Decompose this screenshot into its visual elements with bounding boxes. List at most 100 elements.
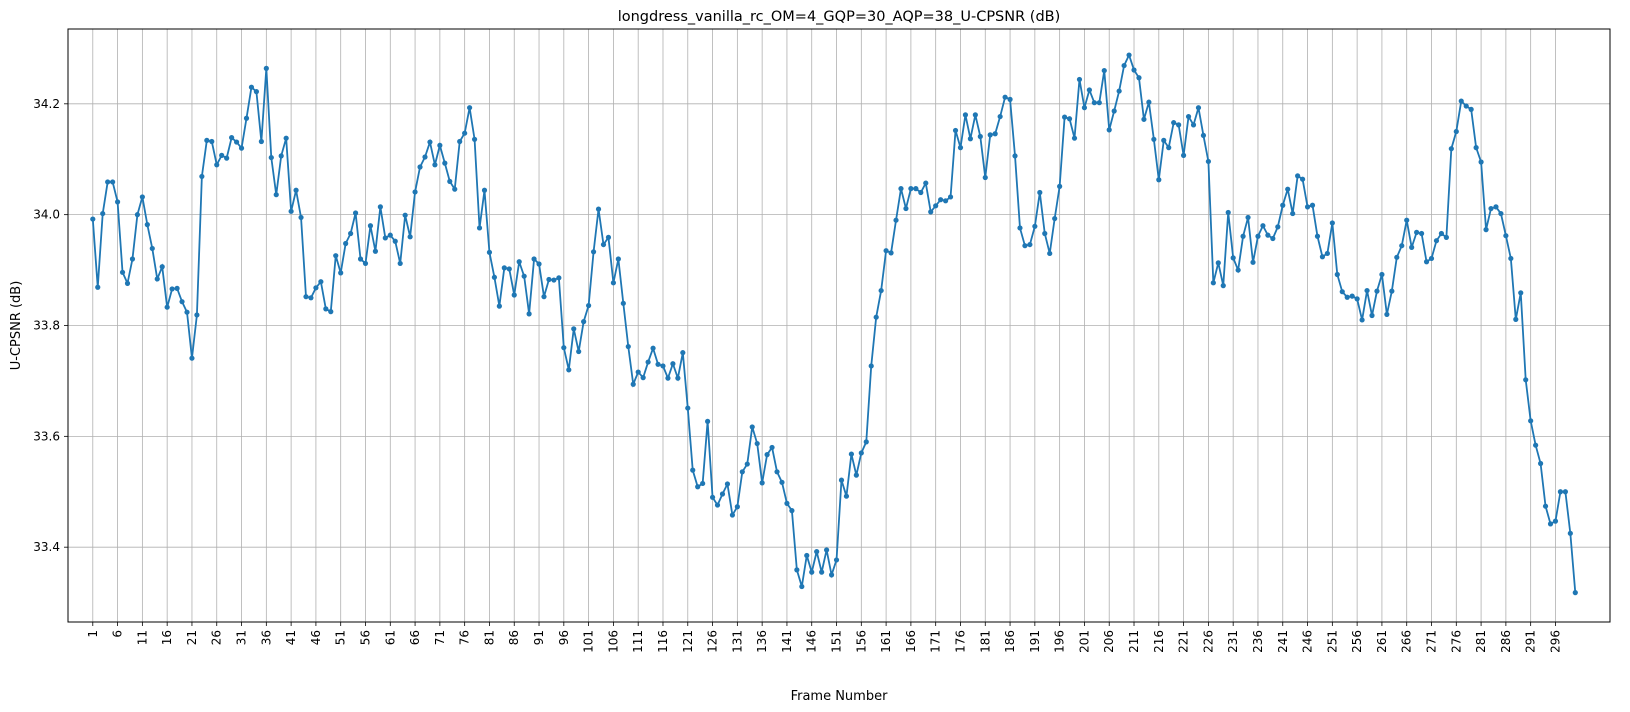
x-axis-ticks: 1 6 11 16 21 26 31 36 41 46 51 56 61 66 71 76 81 86 91 96 10… — [86, 622, 1562, 653]
data-point — [714, 502, 721, 508]
data-point — [243, 115, 250, 121]
data-point — [546, 276, 552, 283]
data-point — [1141, 116, 1147, 122]
data-point — [957, 145, 964, 151]
x-tick-label: 11 — [135, 630, 149, 645]
data-points — [90, 52, 1578, 596]
x-tick-label: 61 — [383, 630, 397, 645]
data-point — [1304, 204, 1311, 210]
data-point — [1518, 290, 1524, 296]
data-point — [105, 179, 111, 185]
data-point — [1418, 230, 1425, 237]
data-point — [124, 280, 131, 286]
data-point — [977, 133, 983, 140]
data-point — [1354, 296, 1360, 302]
data-point — [333, 253, 339, 259]
data-point — [1265, 232, 1271, 238]
data-point — [962, 112, 969, 118]
x-tick-label: 26 — [210, 630, 224, 645]
data-point — [392, 238, 398, 244]
x-tick-label: 236 — [1251, 630, 1265, 653]
x-tick-label: 46 — [309, 630, 323, 645]
data-point — [982, 174, 988, 181]
x-tick-label: 141 — [780, 630, 794, 653]
data-point — [1488, 205, 1494, 212]
x-tick-label: 191 — [1028, 630, 1042, 653]
data-point — [1468, 106, 1474, 112]
data-point — [1037, 189, 1043, 196]
data-point — [194, 312, 200, 318]
data-point — [838, 477, 845, 483]
data-point — [1185, 113, 1192, 120]
x-tick-label: 166 — [904, 630, 918, 653]
x-tick-label: 91 — [532, 630, 546, 645]
data-point — [1190, 122, 1197, 128]
data-point — [1017, 225, 1023, 231]
data-point — [729, 512, 736, 518]
data-point — [992, 131, 998, 137]
data-point — [149, 245, 155, 252]
data-point — [496, 303, 502, 309]
x-tick-label: 226 — [1201, 630, 1215, 653]
x-tick-label: 176 — [953, 630, 967, 653]
data-point — [556, 275, 562, 281]
data-point — [947, 194, 954, 200]
data-point — [1448, 146, 1454, 152]
data-point — [1359, 317, 1365, 323]
data-point — [1369, 312, 1375, 319]
y-axis-label: U-CPSNR (dB) — [9, 281, 24, 371]
data-point — [724, 481, 731, 487]
data-point — [1022, 243, 1028, 249]
data-point — [1552, 518, 1559, 524]
data-point — [1299, 176, 1306, 182]
data-point — [645, 359, 651, 365]
y-gridlines — [68, 103, 1610, 548]
data-point — [1285, 186, 1291, 192]
data-point — [719, 491, 726, 497]
data-point — [100, 210, 106, 217]
data-point — [799, 583, 805, 590]
x-tick-label: 201 — [1077, 630, 1091, 653]
data-point — [918, 189, 924, 196]
data-point — [610, 280, 617, 286]
data-point — [219, 152, 225, 158]
data-point — [1433, 238, 1440, 244]
data-point — [1200, 132, 1207, 139]
data-point — [650, 345, 656, 351]
data-point — [248, 84, 255, 90]
y-axis-ticks: 33.4 33.6 33.8 34.0 34.2 — [33, 97, 68, 554]
data-point — [442, 160, 448, 166]
data-point — [422, 154, 428, 160]
data-point — [407, 234, 413, 240]
data-point — [605, 234, 612, 240]
data-point — [1146, 99, 1152, 105]
x-tick-label: 296 — [1548, 630, 1562, 653]
data-point — [1002, 94, 1008, 100]
data-point — [913, 186, 919, 192]
data-point — [1275, 224, 1281, 230]
data-point — [1443, 234, 1449, 240]
data-point — [640, 375, 646, 381]
data-point — [531, 256, 537, 262]
data-point — [268, 154, 274, 161]
data-point — [749, 424, 755, 430]
data-point — [1453, 128, 1459, 135]
data-point — [308, 295, 314, 301]
data-point — [144, 222, 150, 228]
data-point — [923, 180, 929, 186]
data-point — [412, 189, 418, 195]
data-point — [933, 203, 939, 209]
data-point — [1314, 233, 1321, 239]
data-point — [526, 311, 532, 317]
data-point — [1483, 227, 1489, 233]
data-point — [853, 472, 859, 478]
data-point — [1324, 250, 1330, 257]
data-point — [110, 179, 116, 185]
data-point — [273, 192, 279, 198]
data-point — [1423, 259, 1430, 265]
data-point — [1478, 159, 1484, 165]
x-tick-label: 56 — [358, 630, 372, 645]
data-point — [288, 208, 294, 214]
data-point — [630, 381, 636, 387]
